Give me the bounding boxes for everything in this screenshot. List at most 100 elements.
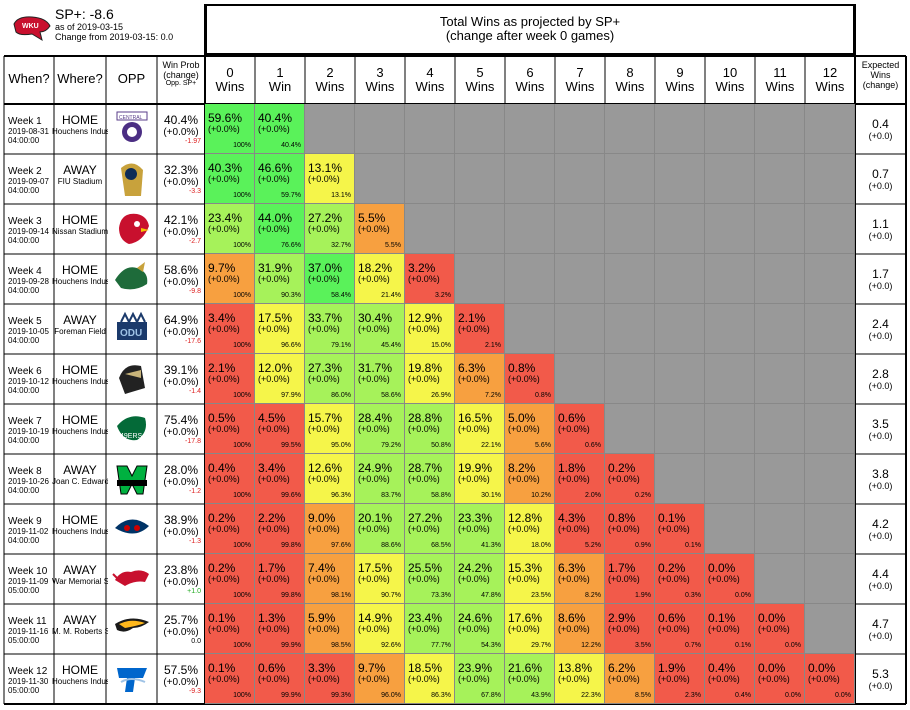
win-total-prob: 27.2% <box>408 511 443 525</box>
empty-cell <box>755 254 805 304</box>
win-total-change: (+0.0%) <box>458 424 490 434</box>
win-total-change: (+0.0%) <box>708 624 740 634</box>
col-header-wins-9-text: Wins <box>665 79 695 94</box>
win-total-change: (+0.0%) <box>508 374 540 384</box>
svg-text:WKU: WKU <box>22 23 39 30</box>
col-header-wins-12-text: 12 <box>822 65 838 80</box>
win-prob-value: 38.9% <box>163 514 199 527</box>
col-header-wins-6: 6 Wins <box>505 56 555 104</box>
win-prob-cell-4: 3.2% (+0.0%) 3.2% <box>405 254 455 304</box>
win-total-prob: 0.0% <box>708 561 736 575</box>
win-total-prob: 0.2% <box>208 561 236 575</box>
win-prob-cell-4: 12.9% (+0.0%) 15.0% <box>405 304 455 354</box>
win-total-prob: 17.5% <box>358 561 393 575</box>
win-prob-cell-9: 1.9% (+0.0%) 2.3% <box>655 654 705 704</box>
week-label: Week 11 <box>8 616 47 627</box>
win-total-change: (+0.0%) <box>308 174 340 184</box>
win-prob-cell-3: 28.4% (+0.0%) 79.2% <box>355 404 405 454</box>
win-prob-cell: 58.6% (+0.0%) -9.8 <box>157 264 205 302</box>
win-total-change: (+0.0%) <box>558 474 590 484</box>
win-prob-cell-0: 0.1% (+0.0%) 100% <box>205 604 255 654</box>
expected-wins-cell: 1.1 (+0.0) <box>855 218 906 242</box>
win-total-prob: 12.6% <box>308 461 343 475</box>
win-total-prob: 3.2% <box>408 261 436 275</box>
win-total-change: (+0.0%) <box>258 174 290 184</box>
win-prob-cell-10: 0.0% (+0.0%) 0.0% <box>705 554 755 604</box>
win-total-change: (+0.0%) <box>358 424 390 434</box>
win-prob-cell-7: 4.3% (+0.0%) 5.2% <box>555 504 605 554</box>
win-total-prob: 0.4% <box>708 661 736 675</box>
win-prob-cell-9: 0.6% (+0.0%) 0.7% <box>655 604 705 654</box>
win-prob-cell-5: 23.9% (+0.0%) 67.8% <box>455 654 505 704</box>
game-time: 04:00:00 <box>8 236 40 245</box>
win-total-prob: 4.3% <box>558 511 586 525</box>
col-header-wins-8-text: Wins <box>615 79 645 94</box>
win-total-change: (+0.0%) <box>458 324 490 334</box>
game-date: 2019-10-05 <box>8 327 49 336</box>
win-total-prob: 7.4% <box>308 561 336 575</box>
stadium-name: Houchens Industries-L. T. Smith Stadium <box>52 427 108 436</box>
win-prob-cell-2: 37.0% (+0.0%) 58.4% <box>305 254 355 304</box>
svg-text:ODU: ODU <box>120 328 142 339</box>
cumulative-prob: 0.7% <box>685 642 701 649</box>
col-header-wins-6-text: 6 <box>526 65 534 80</box>
win-total-change: (+0.0%) <box>658 524 690 534</box>
cumulative-prob: 8.2% <box>585 592 601 599</box>
cumulative-prob: 79.2% <box>381 442 401 449</box>
game-time: 04:00:00 <box>8 336 40 345</box>
empty-cell <box>805 204 855 254</box>
empty-cell <box>655 404 705 454</box>
cumulative-prob: 2.1% <box>485 342 501 349</box>
svg-text:49ERS: 49ERS <box>120 433 143 440</box>
cumulative-prob: 45.4% <box>381 342 401 349</box>
week-label: Week 3 <box>8 216 42 227</box>
when-cell: Week 1 2019-08-31 04:00:00 <box>8 116 60 152</box>
win-total-prob: 6.2% <box>608 661 636 675</box>
win-prob-cell-1: 31.9% (+0.0%) 90.3% <box>255 254 305 304</box>
win-total-change: (+0.0%) <box>258 124 290 134</box>
win-total-change: (+0.0%) <box>358 674 390 684</box>
win-total-change: (+0.0%) <box>608 474 640 484</box>
win-total-prob: 16.5% <box>458 411 493 425</box>
col-header-where: Where? <box>54 56 106 104</box>
week-label: Week 7 <box>8 416 42 427</box>
expected-wins-cell: 4.2 (+0.0) <box>855 518 906 542</box>
win-total-prob: 2.9% <box>608 611 636 625</box>
win-total-change: (+0.0%) <box>208 624 240 634</box>
col-header-wins-9-text: 9 <box>676 65 684 80</box>
cumulative-prob: 88.6% <box>381 542 401 549</box>
expected-wins-value: 3.8 <box>872 467 889 481</box>
win-prob-change: (+0.0%) <box>163 577 199 588</box>
expected-wins-cell: 0.4 (+0.0) <box>855 118 906 142</box>
empty-cell <box>805 454 855 504</box>
win-total-change: (+0.0%) <box>358 574 390 584</box>
empty-cell <box>355 104 405 154</box>
win-prob-cell-3: 18.2% (+0.0%) 21.4% <box>355 254 405 304</box>
win-prob-cell-1: 17.5% (+0.0%) 96.6% <box>255 304 305 354</box>
cumulative-prob: 47.8% <box>481 592 501 599</box>
win-total-change: (+0.0%) <box>208 474 240 484</box>
win-prob-cell-4: 19.8% (+0.0%) 26.9% <box>405 354 455 404</box>
win-total-change: (+0.0%) <box>458 524 490 534</box>
win-prob-cell-3: 24.9% (+0.0%) 83.7% <box>355 454 405 504</box>
cumulative-prob: 5.6% <box>535 442 551 449</box>
win-prob-cell-6: 15.3% (+0.0%) 23.5% <box>505 554 555 604</box>
col-header-where-text: Where? <box>57 71 103 86</box>
expected-wins-cell: 3.5 (+0.0) <box>855 418 906 442</box>
win-prob-cell-0: 23.4% (+0.0%) 100% <box>205 204 255 254</box>
win-prob-change: (+0.0%) <box>163 477 199 488</box>
empty-cell <box>705 104 755 154</box>
empty-cell <box>755 554 805 604</box>
win-total-change: (+0.0%) <box>808 674 840 684</box>
win-prob-cell-0: 40.3% (+0.0%) 100% <box>205 154 255 204</box>
col-header-opp: OPP <box>106 56 157 104</box>
win-prob-cell-2: 9.0% (+0.0%) 97.6% <box>305 504 355 554</box>
win-total-prob: 19.9% <box>458 461 493 475</box>
win-prob-change: (+0.0%) <box>163 227 199 238</box>
win-prob-cell-6: 12.8% (+0.0%) 18.0% <box>505 504 555 554</box>
cumulative-prob: 98.1% <box>331 592 351 599</box>
win-total-prob: 2.2% <box>258 511 286 525</box>
empty-cell <box>455 154 505 204</box>
cumulative-prob: 29.7% <box>531 642 551 649</box>
win-total-change: (+0.0%) <box>208 374 240 384</box>
